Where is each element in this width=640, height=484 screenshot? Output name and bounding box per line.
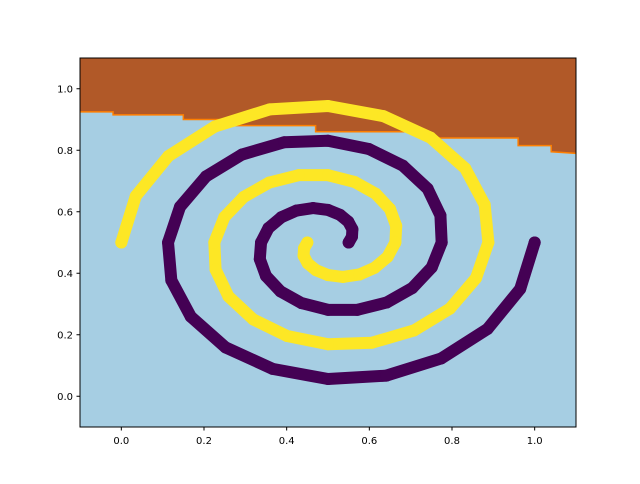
point — [263, 103, 276, 116]
point — [208, 120, 221, 133]
x-tick-label: 0.0 — [113, 436, 129, 447]
point — [237, 190, 250, 203]
point — [351, 303, 364, 316]
point — [424, 131, 437, 144]
point — [209, 263, 222, 276]
point — [336, 270, 349, 283]
point — [459, 162, 472, 175]
point — [407, 324, 420, 337]
point — [295, 297, 308, 310]
point — [162, 236, 175, 249]
point — [301, 257, 314, 270]
point — [322, 373, 334, 386]
point — [236, 148, 249, 161]
point — [481, 322, 494, 335]
point — [380, 369, 393, 382]
point — [396, 159, 409, 172]
point — [222, 290, 235, 303]
point — [348, 175, 361, 188]
point — [274, 285, 287, 298]
point — [184, 310, 197, 323]
y-tick-label: 1.0 — [57, 84, 73, 95]
point — [262, 222, 275, 235]
point — [333, 208, 346, 221]
point — [278, 136, 291, 149]
point — [514, 282, 527, 295]
point — [260, 270, 272, 283]
point — [377, 110, 390, 123]
point — [353, 268, 366, 281]
point — [434, 209, 447, 222]
y-tick-label: 0.0 — [57, 392, 73, 403]
point — [421, 182, 434, 195]
point — [362, 143, 375, 156]
point — [365, 336, 378, 349]
x-tick-label: 0.8 — [444, 436, 460, 447]
point — [482, 236, 495, 249]
point — [292, 169, 305, 182]
point — [165, 274, 178, 287]
y-tick-label: 0.6 — [57, 207, 73, 218]
point — [263, 176, 276, 189]
point — [435, 236, 448, 249]
y-tick-label: 0.2 — [57, 330, 73, 341]
point — [253, 253, 266, 266]
x-tick-label: 0.4 — [279, 436, 295, 447]
point — [389, 236, 402, 249]
point — [266, 362, 279, 375]
point — [219, 341, 232, 354]
point — [115, 236, 128, 249]
point — [200, 170, 213, 183]
point — [322, 169, 334, 182]
point — [322, 134, 334, 147]
point — [281, 329, 294, 342]
point — [469, 272, 482, 285]
point — [174, 200, 187, 213]
point — [390, 219, 403, 232]
point — [307, 202, 320, 215]
axes-frame — [79, 57, 577, 428]
x-tick-label: 0.2 — [196, 436, 212, 447]
point — [322, 338, 334, 351]
point — [275, 211, 288, 224]
point — [384, 202, 396, 215]
point — [369, 187, 382, 200]
point — [218, 211, 231, 224]
point — [368, 261, 381, 274]
x-tick-label: 1.0 — [527, 436, 543, 447]
region-edge — [80, 111, 576, 155]
point — [380, 296, 393, 309]
point — [322, 303, 334, 316]
point — [290, 204, 303, 217]
point — [342, 215, 355, 228]
point — [425, 261, 438, 274]
point — [208, 236, 221, 249]
y-tick-label: 0.4 — [57, 269, 73, 280]
point — [528, 236, 541, 249]
x-tick-label: 0.6 — [361, 436, 377, 447]
point — [322, 203, 334, 216]
point — [435, 352, 448, 365]
y-tick-label: 0.8 — [57, 146, 73, 157]
point — [381, 250, 394, 263]
point — [478, 198, 491, 211]
point — [255, 236, 268, 249]
plot-area — [80, 58, 576, 427]
point — [443, 302, 456, 315]
point — [247, 313, 260, 326]
point — [310, 264, 323, 277]
point — [406, 282, 419, 295]
point — [129, 190, 142, 203]
point — [162, 150, 175, 163]
point — [322, 269, 334, 282]
point — [322, 99, 334, 112]
